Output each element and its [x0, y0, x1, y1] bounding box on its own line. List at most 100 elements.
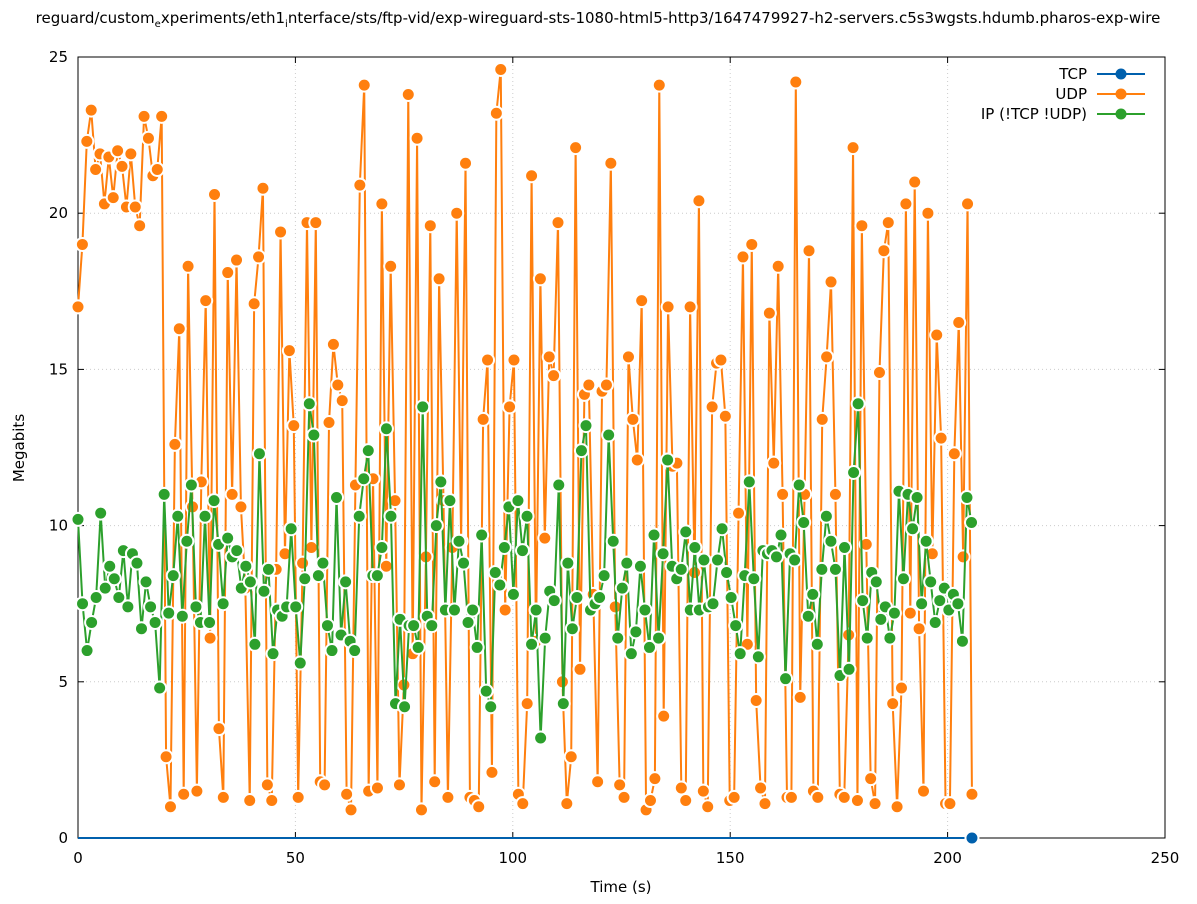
x-tick-label: 50	[286, 849, 305, 867]
data-point	[524, 168, 540, 184]
data-point	[105, 190, 121, 206]
data-point	[478, 683, 494, 699]
data-point	[339, 786, 355, 802]
data-point	[905, 521, 921, 537]
data-point	[440, 789, 456, 805]
data-point	[637, 602, 653, 618]
legend-marker	[1115, 68, 1127, 80]
data-point	[710, 552, 726, 568]
data-point	[678, 524, 694, 540]
data-point	[360, 443, 376, 459]
data-point	[154, 108, 170, 124]
data-point	[206, 493, 222, 509]
data-point	[488, 105, 504, 121]
data-point	[88, 589, 104, 605]
data-point	[465, 602, 481, 618]
data-point	[460, 614, 476, 630]
data-point	[569, 589, 585, 605]
data-point	[691, 193, 707, 209]
data-point	[673, 780, 689, 796]
data-point	[629, 452, 645, 468]
plot-border	[77, 56, 1166, 839]
data-point	[628, 624, 644, 640]
data-point	[836, 789, 852, 805]
data-point	[233, 499, 249, 515]
data-point	[695, 783, 711, 799]
data-point	[330, 377, 346, 393]
data-point	[286, 418, 302, 434]
data-point	[581, 377, 597, 393]
data-point	[229, 543, 245, 559]
data-point	[265, 646, 281, 662]
data-point	[735, 249, 751, 265]
data-point	[409, 130, 425, 146]
data-point	[220, 265, 236, 281]
y-tick-label: 25	[49, 48, 68, 66]
data-point	[391, 777, 407, 793]
data-point	[111, 589, 127, 605]
data-point	[933, 430, 949, 446]
data-point	[855, 593, 871, 609]
data-point	[383, 508, 399, 524]
x-tick-label: 200	[933, 849, 962, 867]
data-point	[849, 793, 865, 809]
data-point	[202, 630, 218, 646]
data-point	[959, 489, 975, 505]
data-point	[717, 408, 733, 424]
data-point	[563, 749, 579, 765]
data-point	[242, 793, 258, 809]
data-point	[788, 74, 804, 90]
data-point	[696, 552, 712, 568]
data-point	[273, 224, 289, 240]
x-tick-label: 100	[498, 849, 527, 867]
data-point	[907, 174, 923, 190]
data-point	[871, 365, 887, 381]
data-point	[796, 514, 812, 530]
data-point	[378, 421, 394, 437]
data-point	[528, 602, 544, 618]
data-point	[310, 568, 326, 584]
data-point	[792, 689, 808, 705]
data-point	[898, 196, 914, 212]
data-point	[964, 786, 980, 802]
data-point	[247, 636, 263, 652]
data-point	[951, 315, 967, 331]
data-point	[493, 61, 509, 77]
data-point	[471, 799, 487, 815]
data-point	[616, 789, 632, 805]
data-point	[655, 546, 671, 562]
data-point	[397, 699, 413, 715]
data-point	[841, 661, 857, 677]
chart-title: reguard/customexperiments/eth1interface/…	[36, 9, 1161, 30]
data-point	[810, 789, 826, 805]
data-point	[572, 661, 588, 677]
data-point	[295, 555, 311, 571]
data-point	[732, 646, 748, 662]
data-point	[283, 521, 299, 537]
data-point	[876, 243, 892, 259]
data-point	[766, 455, 782, 471]
data-point	[383, 258, 399, 274]
data-point	[560, 555, 576, 571]
data-point	[207, 186, 223, 202]
data-point	[152, 680, 168, 696]
data-point	[446, 602, 462, 618]
data-point	[895, 571, 911, 587]
data-point	[356, 77, 372, 93]
data-point	[682, 299, 698, 315]
data-point	[660, 299, 676, 315]
data-point	[634, 293, 650, 309]
data-point	[573, 443, 589, 459]
data-point	[356, 471, 372, 487]
data-point	[321, 415, 337, 431]
legend-marker	[1115, 108, 1127, 120]
data-point	[748, 693, 764, 709]
data-point	[914, 596, 930, 612]
data-point	[859, 630, 875, 646]
data-point	[156, 486, 172, 502]
series-udp	[70, 61, 980, 818]
data-point	[700, 799, 716, 815]
data-point	[255, 180, 271, 196]
data-point	[413, 802, 429, 818]
data-point	[303, 539, 319, 555]
